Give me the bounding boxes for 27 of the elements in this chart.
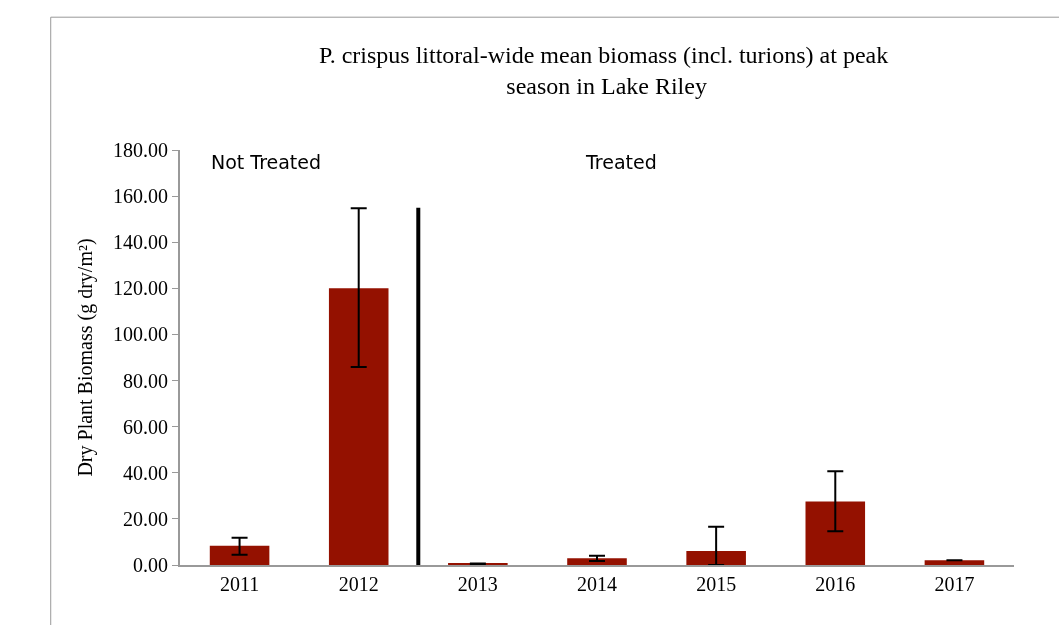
y-tick-label: 180.00 xyxy=(113,139,168,161)
x-tick-label: 2016 xyxy=(815,573,856,595)
bar xyxy=(328,288,389,565)
annotation: Not Treated xyxy=(211,151,322,173)
y-tick-label: 160.00 xyxy=(113,185,168,208)
x-tick-label: 2011 xyxy=(219,573,260,595)
y-tick-label: 140.00 xyxy=(113,231,168,254)
y-axis-title: Dry Plant Biomass (g dry/m²) xyxy=(74,238,97,477)
y-tick-label: 40.00 xyxy=(123,461,168,484)
x-tick-label: 2015 xyxy=(696,573,737,595)
annotation: Treated xyxy=(585,151,657,173)
bar xyxy=(209,545,270,565)
y-tick-label: 60.00 xyxy=(123,415,168,438)
x-tick-label: 2013 xyxy=(457,573,498,595)
y-tick-label: 80.00 xyxy=(123,369,168,392)
x-tick-label: 2012 xyxy=(338,573,379,595)
chart-title: P. crispus littoral-wide mean biomass (incl. turions) at peak season in Lake Riley xyxy=(319,41,889,99)
y-tick-label: 0.00 xyxy=(133,554,168,576)
x-tick-label: 2017 xyxy=(934,573,975,595)
bar xyxy=(686,550,746,565)
y-tick-label: 120.00 xyxy=(113,277,168,300)
y-tick-label: 100.00 xyxy=(113,323,168,346)
bar xyxy=(924,560,985,565)
bar xyxy=(805,501,866,565)
y-tick-label: 20.00 xyxy=(123,507,168,530)
bar xyxy=(567,558,627,565)
x-tick-label: 2014 xyxy=(577,573,617,595)
